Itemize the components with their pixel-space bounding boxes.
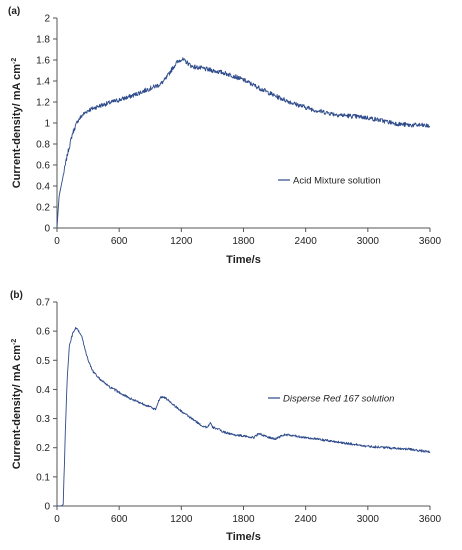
x-tick-label: 0 [54,514,60,525]
chart-panel-b: (b) 0 0.1 0.2 0.3 0.4 0.5 0.6 0.7 0 600 1200 1800 240… [10,290,442,543]
y-tick-label: 0.4 [36,182,50,193]
y-tick-label: 0.7 [36,298,50,309]
y-tick-label: 0.3 [36,414,50,425]
y-tick-label: 1.2 [36,98,50,109]
y-tick-label: 0.6 [36,327,50,338]
y-axis-title-superscript: -2 [11,58,18,64]
y-tick-label: 0.5 [36,356,50,367]
x-axis-title: Time/s [226,254,261,266]
y-tick-label: 0 [44,502,50,513]
y-tick-label: 0.4 [36,385,50,396]
x-axis-title: Time/s [226,531,261,543]
x-tick-label: 3000 [357,236,380,247]
y-tick-label: 1.4 [36,77,50,88]
y-tick-label: 0.1 [36,472,50,483]
series-line [56,326,431,507]
y-tick-label: 0.6 [36,161,50,172]
x-tick-label: 600 [111,236,128,247]
y-axis-title: Current-density/ mA cm-2 [11,339,23,470]
x-tick-label: 1200 [170,236,193,247]
x-tick-label: 1800 [232,236,255,247]
x-tick-label: 3000 [357,514,380,525]
y-tick-label: 1 [44,119,50,130]
x-tick-label: 2400 [295,514,318,525]
legend-label: Disperse Red 167 solution [283,394,394,405]
x-tick-label: 2400 [295,236,318,247]
y-tick-label: 0.8 [36,140,50,151]
panel-label: (b) [10,290,23,301]
y-axis-title: Current-density/ mA cm-2 [11,58,23,189]
y-tick-label: 0 [44,224,50,235]
y-tick-label: 1.8 [36,35,50,46]
y-tick-label: 2 [44,14,50,25]
y-tick-label: 0.2 [36,443,50,454]
legend-label: Acid Mixture solution [293,176,381,187]
x-tick-label: 1800 [232,514,255,525]
y-axis-title-superscript: -2 [11,339,18,345]
x-tick-label: 0 [54,236,60,247]
x-tick-label: 3600 [419,514,442,525]
chart-panel-a: (a) 0 0.2 0.4 0.6 0.8 1 1.2 1.4 1.6 1.8 2 0 600 1200 18… [8,6,442,266]
x-tick-label: 600 [111,514,128,525]
y-tick-label: 1.6 [36,56,50,67]
x-tick-label: 1200 [170,514,193,525]
y-tick-label: 0.2 [36,203,50,214]
x-tick-label: 3600 [419,236,442,247]
series-line [56,57,431,229]
panel-label: (a) [8,6,20,17]
